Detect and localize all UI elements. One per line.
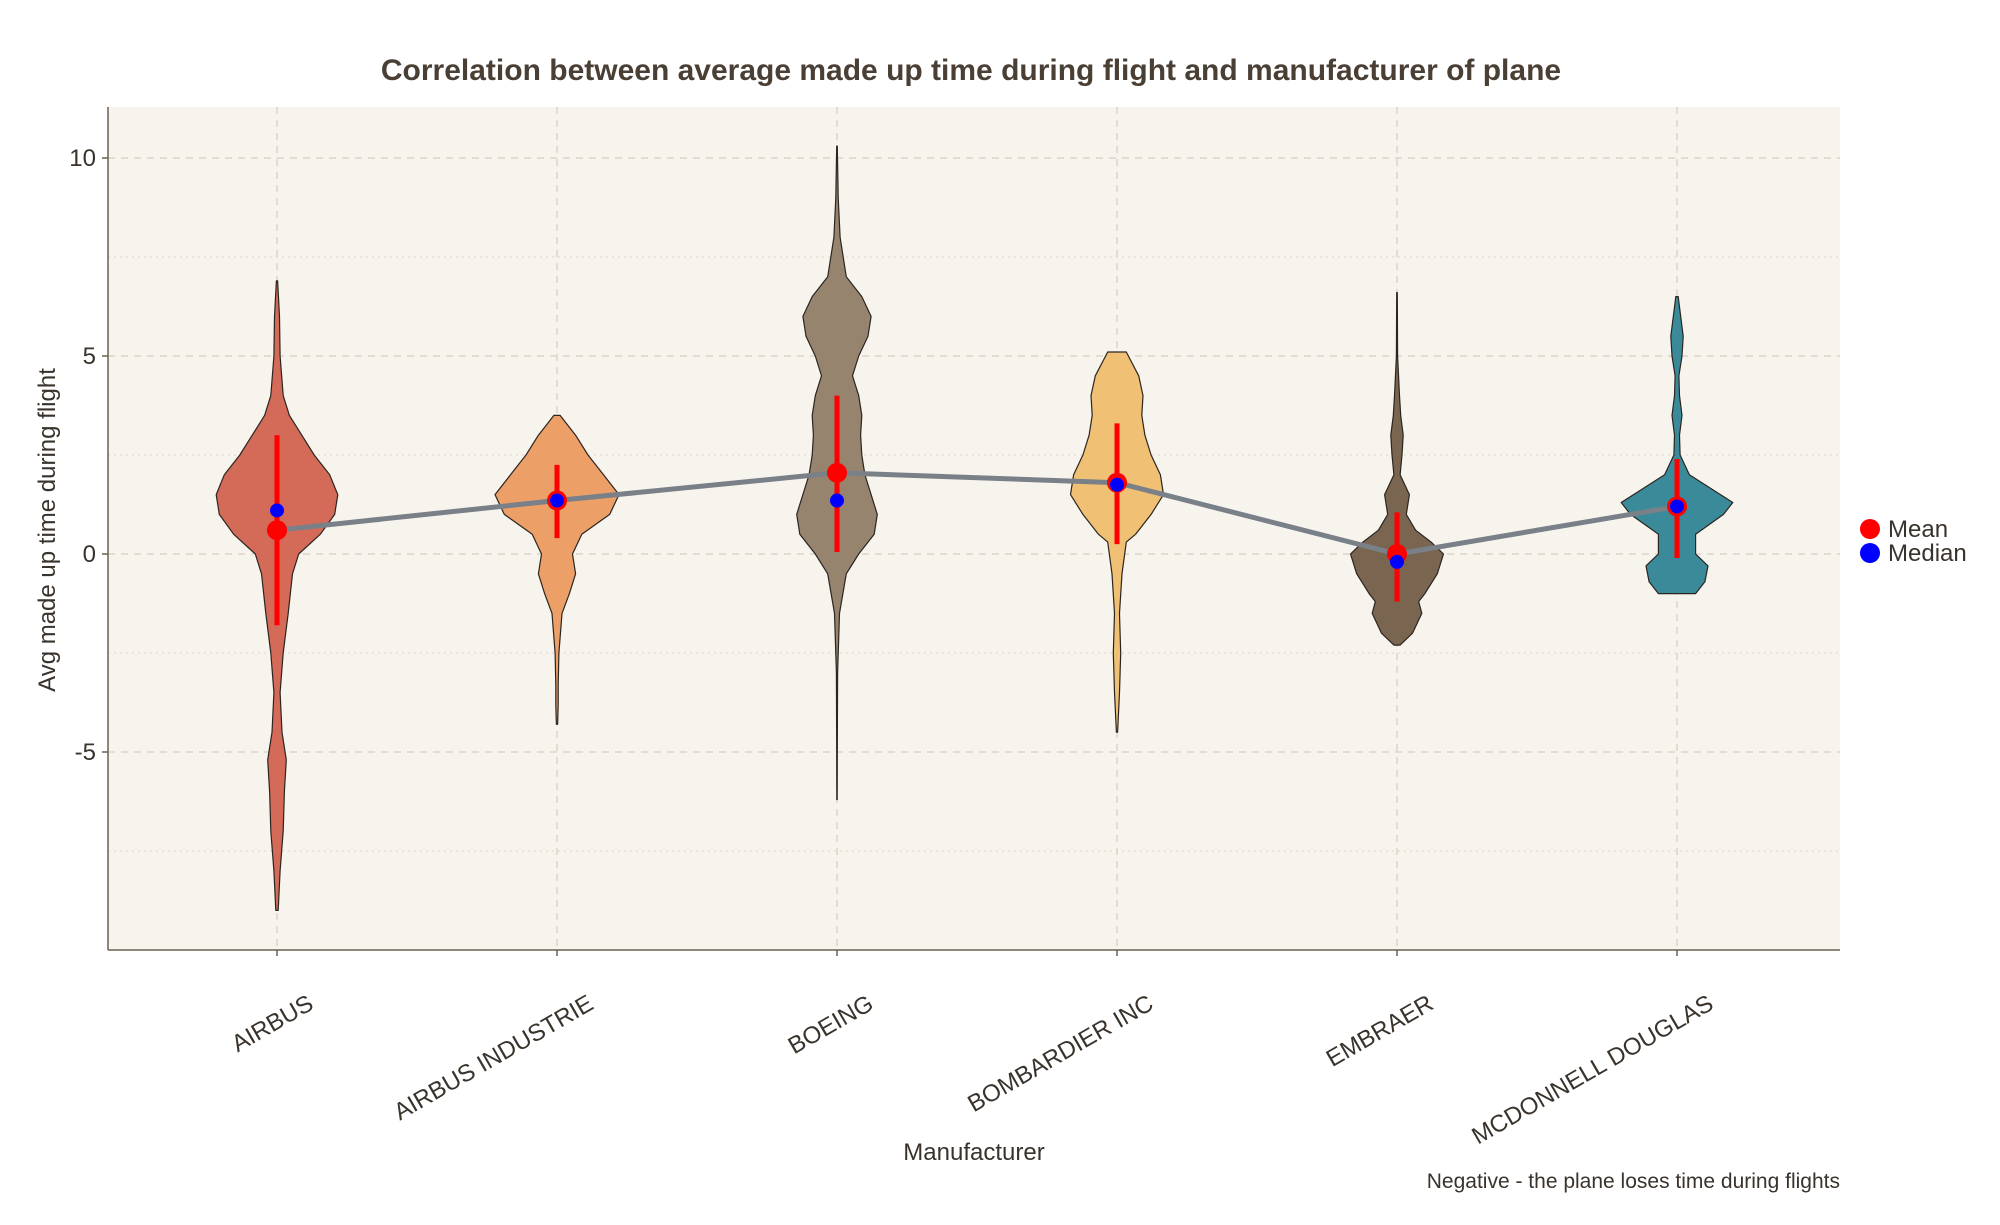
violin-embraer <box>1349 292 1445 646</box>
median-point <box>1670 499 1684 514</box>
mean-point <box>827 462 847 483</box>
y-tick-labels: -5 0 5 10 <box>69 145 108 766</box>
y-tick-label: -5 <box>75 739 96 766</box>
median-point <box>1110 477 1124 492</box>
plot-background <box>108 107 1840 950</box>
legend-marker <box>1860 543 1880 563</box>
median-point <box>830 493 844 508</box>
legend-label: Median <box>1888 540 1967 567</box>
x-axis-label: Manufacturer <box>903 1139 1044 1166</box>
markers-layer <box>267 395 1687 626</box>
chart-caption: Negative - the plane loses time during f… <box>1427 1170 1840 1193</box>
mean-point <box>267 520 287 541</box>
legend-label: Mean <box>1888 516 1948 543</box>
median-point <box>550 493 564 508</box>
legend-marker <box>1860 519 1880 539</box>
y-tick-label: 0 <box>83 541 96 568</box>
chart-title: Correlation between average made up time… <box>381 54 1561 87</box>
violin-airbus-industrie <box>494 414 620 725</box>
median-point <box>270 503 284 518</box>
y-axis-label: Avg made up time during flight <box>34 368 61 692</box>
y-tick-label: 5 <box>83 343 96 370</box>
mean-trend-line <box>276 470 1678 557</box>
y-tick-label: 10 <box>69 145 96 172</box>
median-point <box>1390 554 1404 569</box>
